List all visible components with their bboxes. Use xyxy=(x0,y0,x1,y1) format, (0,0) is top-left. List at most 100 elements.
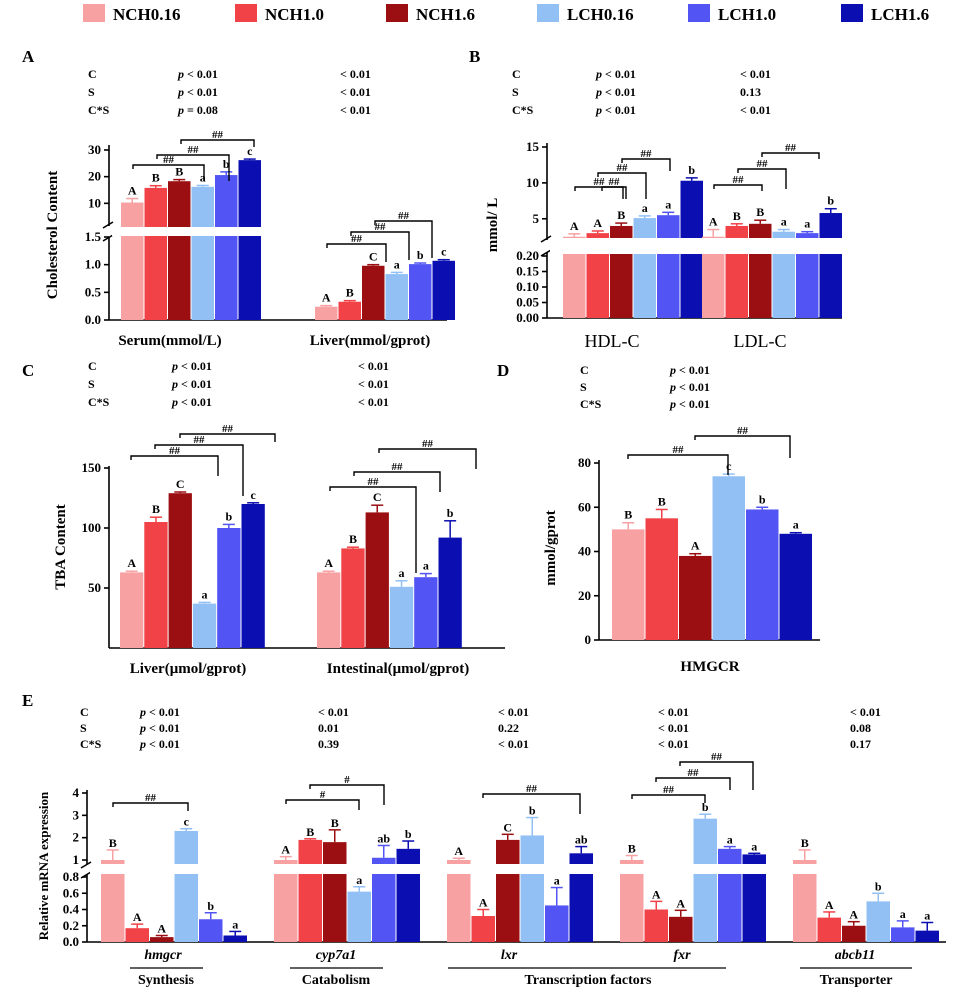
stat-value: p < 0.01 xyxy=(177,85,218,99)
bar-C-NCH0.16 xyxy=(317,572,341,648)
stat-value: < 0.01 xyxy=(358,359,389,373)
bracket-label: ## xyxy=(351,233,363,245)
bar-E-NCH1.6 xyxy=(669,916,693,942)
significance-letter: A xyxy=(133,910,142,924)
stat-value: 0.39 xyxy=(318,737,339,751)
significance-letter: b xyxy=(207,899,214,913)
bracket-label: ## xyxy=(688,767,700,779)
bar-B-NCH1.6 xyxy=(749,223,772,318)
bar-C-LCH1.6 xyxy=(438,537,462,648)
bar-C-NCH1.6 xyxy=(168,493,192,648)
bar-C-LCH1.0 xyxy=(414,577,438,648)
significance-letter: A xyxy=(676,896,685,910)
bar-C-LCH0.16 xyxy=(192,603,217,648)
stat-value: 0.17 xyxy=(850,737,871,751)
x-category-label: Liver(mmol/gprot) xyxy=(310,333,431,349)
axis-break-band xyxy=(550,238,842,254)
bracket-label: ## xyxy=(398,210,410,222)
bracket-label: # xyxy=(320,789,326,801)
x-category-label: HDL-C xyxy=(585,331,640,351)
bar-B-NCH0.16 xyxy=(563,236,586,318)
comparison-bracket xyxy=(329,486,417,573)
comparison-bracket xyxy=(326,243,387,262)
bar-E-NCH1.0 xyxy=(298,839,322,942)
bar-E-NCH1.6 xyxy=(150,937,174,942)
comparison-bracket xyxy=(353,471,441,492)
stat-value: 0.13 xyxy=(740,85,761,99)
axis-break xyxy=(102,234,114,242)
y-tick-label: 0.6 xyxy=(63,885,80,900)
stat-value: < 0.01 xyxy=(358,395,389,409)
y-axis-title: Cholesterol Content xyxy=(45,171,61,299)
bar-E-NCH1.0 xyxy=(125,928,149,942)
significance-letter: ab xyxy=(377,831,390,845)
axis-break xyxy=(540,235,552,243)
significance-letter: A xyxy=(652,887,661,901)
significance-letter: C xyxy=(176,477,185,491)
significance-letter: B xyxy=(628,842,636,856)
x-category-label: abcb11 xyxy=(835,948,875,963)
bar-A-LCH1.0 xyxy=(215,175,238,320)
bracket-label: ## xyxy=(375,221,387,233)
y-tick-label: 20 xyxy=(578,588,591,603)
stat-label-S: S xyxy=(512,85,519,99)
panel-letter-D: D xyxy=(497,361,509,380)
significance-letter: c xyxy=(441,245,447,259)
significance-letter: b xyxy=(417,248,424,262)
stat-label-C: C xyxy=(80,705,89,719)
stat-label-S: S xyxy=(88,85,95,99)
significance-letter: B xyxy=(733,209,741,223)
significance-letter: A xyxy=(691,539,700,553)
comparison-bracket xyxy=(179,433,276,442)
y-tick-label: 1.0 xyxy=(85,257,101,272)
bar-B-NCH0.16 xyxy=(702,236,725,318)
bar-A-NCH1.0 xyxy=(144,187,167,320)
bar-E-NCH1.6 xyxy=(496,839,520,942)
panel-letter-B: B xyxy=(469,47,480,66)
stat-value: < 0.01 xyxy=(658,721,689,735)
significance-letter: A xyxy=(128,184,137,198)
y-tick-label: 3 xyxy=(73,807,80,822)
stat-label-C*S: C*S xyxy=(80,737,102,751)
axis-break-band xyxy=(112,227,447,236)
bar-A-LCH1.6 xyxy=(432,260,455,320)
bracket-label: # xyxy=(344,774,350,786)
y-tick-label: 0.10 xyxy=(516,279,539,294)
y-tick-label: 20 xyxy=(88,169,101,184)
significance-letter: C xyxy=(503,820,512,834)
stat-label-C*S: C*S xyxy=(580,397,602,411)
y-tick-label: 150 xyxy=(82,460,102,475)
legend-swatch-NCH1.6 xyxy=(386,4,408,22)
axis-break xyxy=(540,249,552,257)
bracket-label: ## xyxy=(422,438,434,450)
bracket-label: ## xyxy=(212,129,224,141)
bar-B-NCH1.0 xyxy=(586,233,609,318)
bar-E-LCH1.6 xyxy=(223,935,247,942)
significance-letter: B xyxy=(756,205,764,219)
x-category-label: Intestinal(μmol/gprot) xyxy=(327,661,469,677)
bar-E-NCH1.6 xyxy=(323,842,347,942)
y-axis-title: TBA Content xyxy=(53,504,69,589)
comparison-bracket xyxy=(374,220,433,258)
stat-value: p < 0.01 xyxy=(139,737,180,751)
stat-value: < 0.01 xyxy=(340,67,371,81)
y-tick-label: 40 xyxy=(578,544,591,559)
bar-A-NCH0.16 xyxy=(315,306,338,320)
stat-value: < 0.01 xyxy=(340,85,371,99)
bar-C-LCH0.16 xyxy=(389,586,414,648)
significance-letter: b xyxy=(405,827,412,841)
significance-letter: a xyxy=(793,518,799,532)
significance-letter: c xyxy=(726,459,732,473)
significance-letter: a xyxy=(751,839,757,853)
stat-value: < 0.01 xyxy=(358,377,389,391)
x-category-label: Serum(mmol/L) xyxy=(118,333,221,349)
significance-letter: b xyxy=(447,506,454,520)
significance-letter: B xyxy=(331,816,339,830)
comparison-bracket xyxy=(309,784,385,805)
legend-swatch-NCH0.16 xyxy=(83,4,105,22)
significance-letter: A xyxy=(709,215,718,229)
comparison-bracket xyxy=(737,168,787,189)
significance-letter: B xyxy=(658,494,666,508)
significance-letter: b xyxy=(827,194,834,208)
bar-A-NCH0.16 xyxy=(121,202,144,320)
